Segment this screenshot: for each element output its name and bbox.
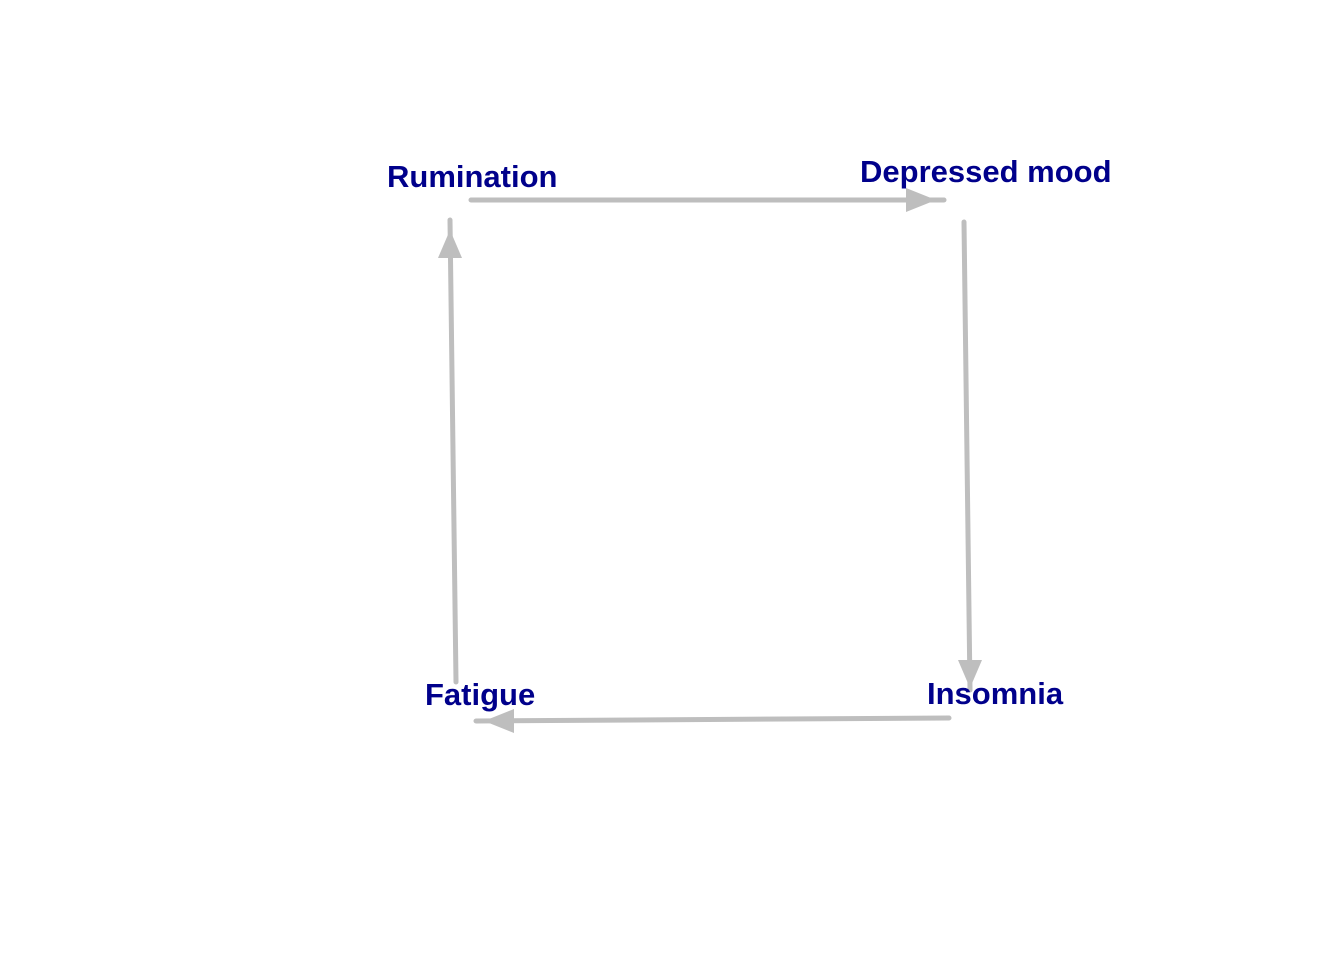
edge-rumination-to-depressed-mood xyxy=(468,188,947,212)
node-label-depressed-mood: Depressed mood xyxy=(860,154,1112,189)
node-label-insomnia: Insomnia xyxy=(927,676,1064,711)
edge-fatigue-to-rumination xyxy=(438,217,462,685)
node-label-fatigue: Fatigue xyxy=(425,677,535,712)
edge-depressed-mood-to-insomnia xyxy=(958,219,982,693)
edge-insomnia-to-fatigue xyxy=(473,709,952,733)
nodes-layer: Rumination Depressed mood Insomnia Fatig… xyxy=(387,154,1112,712)
node-label-rumination: Rumination xyxy=(387,159,558,194)
edges-layer xyxy=(438,188,982,733)
